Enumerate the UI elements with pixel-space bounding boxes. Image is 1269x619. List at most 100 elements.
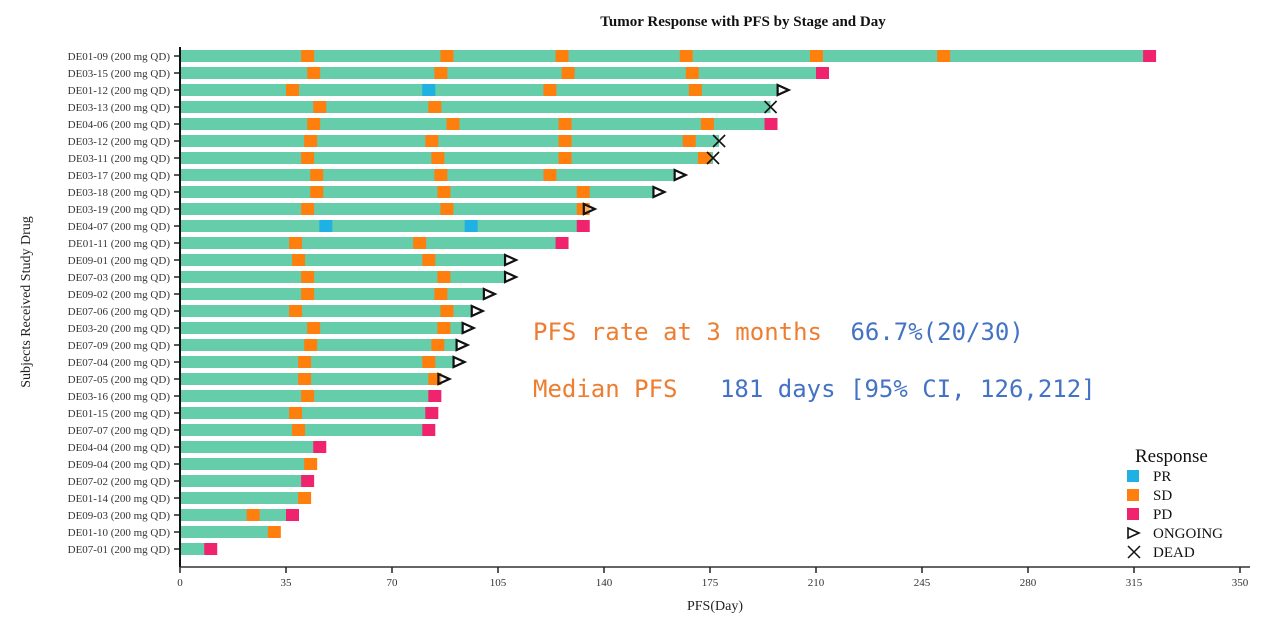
response-marker-pd	[422, 424, 436, 436]
response-marker-pr	[464, 220, 478, 232]
response-marker-sd	[431, 339, 445, 351]
response-marker-sd	[413, 237, 427, 249]
legend-swatch-sd	[1127, 489, 1139, 501]
subject-row	[180, 338, 471, 352]
x-tick-label: 70	[387, 577, 399, 589]
response-marker-sd	[307, 322, 321, 334]
response-marker-sd	[431, 152, 445, 164]
response-marker-sd	[267, 526, 281, 538]
ongoing-marker	[673, 168, 689, 182]
pfs-bar	[180, 356, 453, 368]
legend-title: Response	[1135, 446, 1208, 467]
pfs-bar	[180, 135, 720, 147]
response-marker-sd	[422, 254, 436, 266]
response-marker-pd	[428, 390, 442, 402]
y-tick-label: DE07-03 (200 mg QD)	[68, 272, 171, 284]
y-tick-label: DE09-04 (200 mg QD)	[68, 459, 171, 471]
legend-label-sd: SD	[1153, 488, 1172, 504]
annotation-median-pfs-value: 181 days [95% CI, 126,212]	[720, 375, 1096, 403]
response-marker-pd	[555, 237, 569, 249]
ongoing-marker	[461, 321, 477, 335]
subject-row	[180, 253, 519, 267]
dead-marker	[712, 134, 726, 148]
pfs-bar	[180, 152, 714, 164]
pfs-bar	[180, 288, 483, 300]
pfs-bar	[180, 339, 456, 351]
subject-row	[180, 321, 477, 335]
pfs-bar	[180, 237, 568, 249]
response-marker-sd	[304, 135, 318, 147]
x-tick-label: 350	[1232, 577, 1249, 589]
response-marker-sd	[440, 203, 454, 215]
subject-row	[180, 390, 442, 402]
response-marker-sd	[292, 254, 306, 266]
response-marker-sd	[685, 67, 699, 79]
x-tick-label: 280	[1020, 577, 1037, 589]
subject-row	[180, 355, 468, 369]
subject-row	[180, 67, 829, 79]
subject-row	[180, 118, 778, 130]
ongoing-marker	[482, 287, 498, 301]
pfs-bar	[180, 84, 777, 96]
legend-dead-icon	[1127, 545, 1141, 559]
bars-layer	[180, 50, 1157, 555]
response-marker-sd	[558, 152, 572, 164]
y-tick-label: DE03-19 (200 mg QD)	[68, 204, 171, 216]
legend-label-pr: PR	[1153, 469, 1171, 485]
subject-row	[180, 50, 1157, 62]
x-tick-label: 35	[281, 577, 293, 589]
response-marker-sd	[422, 356, 436, 368]
response-marker-pd	[301, 475, 315, 487]
pfs-bar	[180, 101, 771, 113]
response-marker-sd	[434, 169, 448, 181]
response-marker-sd	[437, 186, 451, 198]
legend-swatch-pd	[1127, 508, 1139, 520]
response-marker-sd	[298, 373, 312, 385]
y-tick-label: DE01-09 (200 mg QD)	[68, 51, 171, 63]
subject-row	[180, 287, 498, 301]
response-marker-pd	[816, 67, 829, 79]
subject-row	[180, 407, 439, 419]
x-axis-title: PFS(Day)	[687, 599, 743, 614]
y-tick-label: DE01-11 (200 mg QD)	[68, 238, 170, 250]
response-marker-sd	[434, 67, 448, 79]
response-marker-pd	[425, 407, 439, 419]
legend-ongoing-icon	[1127, 526, 1141, 540]
response-marker-sd	[679, 50, 693, 62]
response-marker-sd	[301, 203, 315, 215]
y-tick-label: DE07-07 (200 mg QD)	[68, 425, 171, 437]
subject-row	[180, 509, 299, 521]
annotation-median-pfs: Median PFS 181 days [95% CI, 126,212]	[533, 375, 1096, 403]
annotation-pfs-rate-value: 66.7%(20/30)	[850, 318, 1023, 346]
response-marker-sd	[289, 407, 303, 419]
x-tick-label: 105	[490, 577, 507, 589]
response-marker-sd	[246, 509, 260, 521]
annotation-median-pfs-label: Median PFS	[533, 375, 678, 403]
subject-row	[180, 270, 519, 284]
subject-row	[180, 83, 792, 97]
subject-row	[180, 458, 318, 470]
pfs-bar	[180, 186, 653, 198]
y-tick-label: DE07-01 (200 mg QD)	[68, 544, 171, 556]
legend-label-dead: DEAD	[1153, 545, 1195, 561]
pfs-bar	[180, 441, 326, 453]
y-tick-label: DE07-04 (200 mg QD)	[68, 357, 171, 369]
legend-label-ongoing: ONGOING	[1153, 526, 1223, 542]
y-tick-label: DE04-04 (200 mg QD)	[68, 442, 171, 454]
response-marker-sd	[307, 118, 321, 130]
response-marker-sd	[440, 50, 454, 62]
response-marker-sd	[561, 67, 575, 79]
x-tick-label: 245	[914, 577, 931, 589]
pfs-bar	[180, 203, 583, 215]
svg-text:Median PFS 181 days [95%: Median PFS 181 days [95% CI, 126,212]	[533, 375, 1096, 403]
y-tick-label: DE01-14 (200 mg QD)	[68, 493, 171, 505]
y-tick-label: DE07-02 (200 mg QD)	[68, 476, 171, 488]
y-tick-label: DE09-01 (200 mg QD)	[68, 255, 171, 267]
pfs-bar	[180, 220, 589, 232]
response-marker-sd	[289, 237, 303, 249]
response-marker-sd	[937, 50, 951, 62]
response-marker-sd	[301, 390, 315, 402]
pfs-bar	[180, 169, 674, 181]
response-marker-sd	[292, 424, 306, 436]
